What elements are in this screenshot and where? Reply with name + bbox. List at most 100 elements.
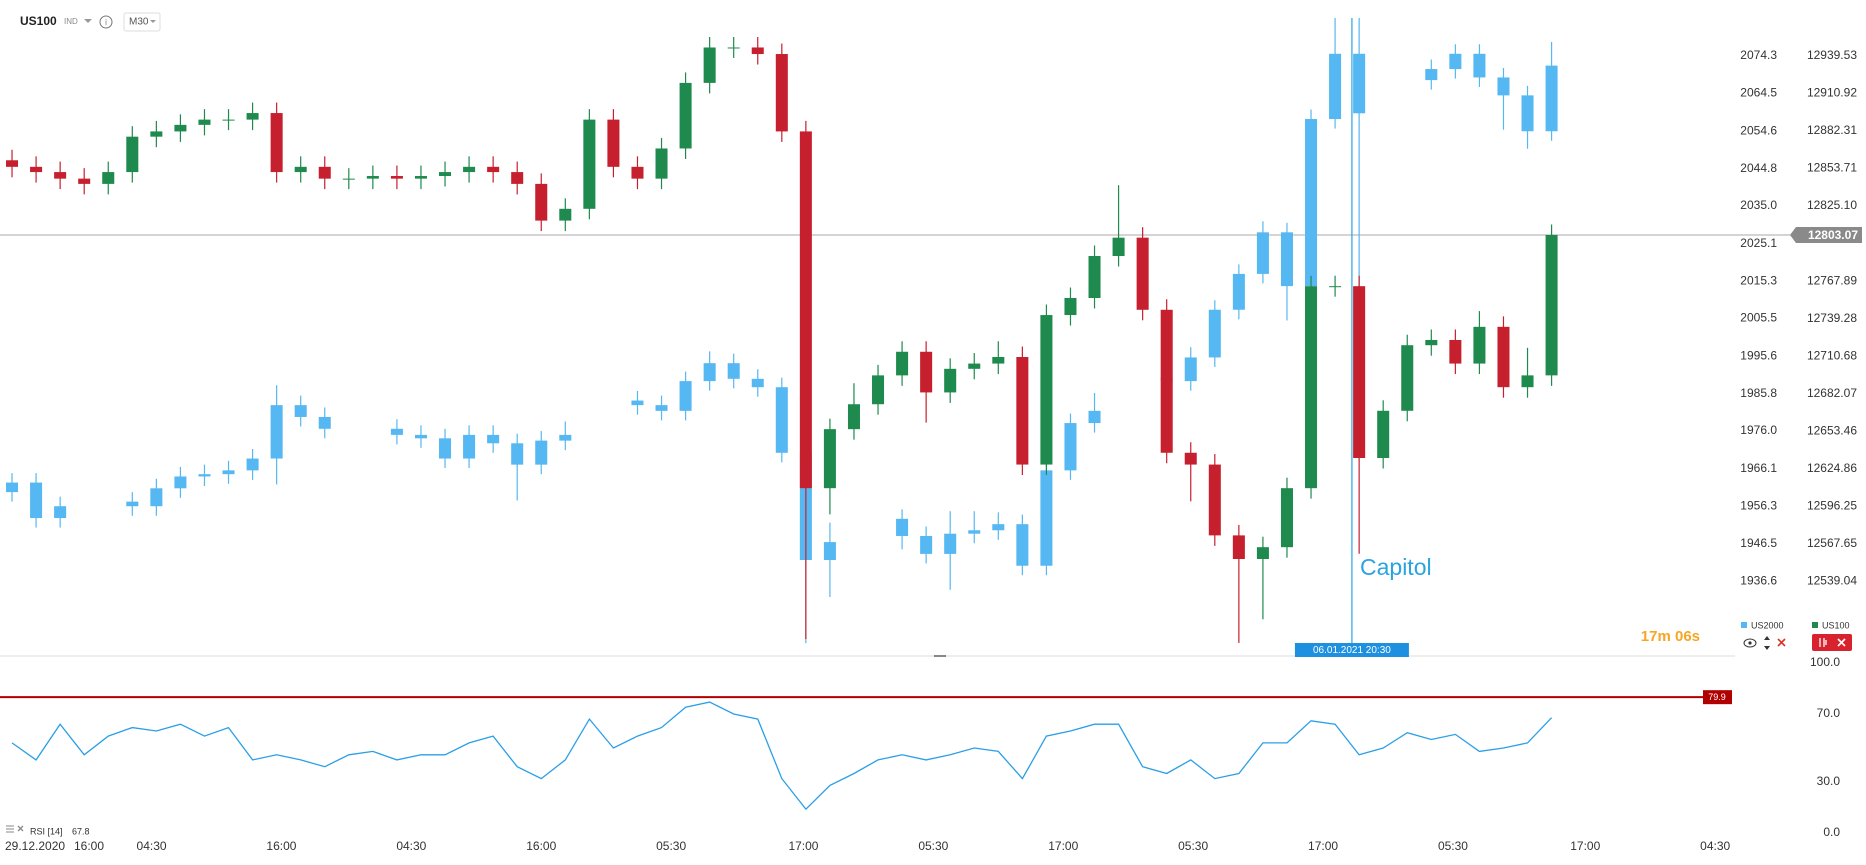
candle-body [150, 131, 163, 137]
candle-body [679, 381, 692, 411]
x-tick-label: 04:30 [137, 839, 167, 853]
legend-label[interactable]: US2000 [1751, 620, 1784, 630]
x-tick-label: 05:30 [1178, 839, 1208, 853]
rsi-level-label: 79.9 [1708, 692, 1726, 702]
candle-body [1545, 234, 1558, 376]
candle-body [30, 166, 43, 173]
candle-body [390, 176, 403, 179]
candle-body [1401, 345, 1414, 411]
y2-tick-label: 12939.53 [1807, 48, 1857, 62]
instrument-type: IND [64, 17, 78, 26]
y2-tick-label: 12682.07 [1807, 386, 1857, 400]
candle-body [6, 160, 19, 167]
x-tick-label: 05:30 [918, 839, 948, 853]
candle-body [1016, 524, 1029, 566]
candle-body [270, 405, 283, 459]
timeframe-box[interactable] [123, 12, 161, 32]
close-indicator[interactable] [17, 825, 24, 832]
candle-body [198, 119, 211, 125]
y-tick-label: 1976.0 [1740, 423, 1777, 437]
symbol[interactable]: US100 [20, 14, 57, 28]
candle-body [270, 113, 283, 173]
eye-icon[interactable] [1743, 638, 1757, 648]
candle-body [126, 136, 139, 173]
active-controls[interactable] [1812, 634, 1852, 651]
candle-body [535, 183, 548, 221]
candle-body [174, 124, 187, 132]
y2-tick-label: 12567.65 [1807, 536, 1857, 550]
candle-body [439, 438, 452, 459]
y-tick-label: 2044.8 [1740, 161, 1777, 175]
candle-body [366, 176, 379, 179]
candle-body [1088, 256, 1101, 298]
candle-body [1280, 488, 1293, 548]
candle-body [1040, 315, 1053, 465]
menu-icon[interactable] [6, 825, 14, 833]
y-tick-label: 2064.5 [1740, 86, 1777, 100]
y2-tick-label: 12739.28 [1807, 311, 1857, 325]
rsi-level-badge [1703, 690, 1732, 705]
candle-body [655, 405, 668, 411]
candle-body [1449, 339, 1462, 364]
candle-body [1497, 326, 1510, 388]
legend-swatch [1812, 622, 1818, 628]
y2-tick-label: 12596.25 [1807, 498, 1857, 512]
candle-body [992, 357, 1005, 364]
y-tick-label: 1985.8 [1740, 386, 1777, 400]
legend-label[interactable]: US100 [1822, 620, 1850, 630]
candle-body [583, 119, 596, 209]
rsi-line [11, 701, 1553, 811]
candle-body [535, 440, 548, 465]
rsi-tick-label: 0.0 [1823, 825, 1840, 839]
remove-icon[interactable] [1777, 638, 1786, 647]
candle-body [1160, 309, 1173, 453]
settings-icon [1819, 638, 1827, 647]
candle-body [487, 166, 500, 173]
series-controls [1743, 634, 1852, 651]
y-tick-label: 1956.3 [1740, 498, 1777, 512]
y2-tick-label: 12710.68 [1807, 348, 1857, 362]
candle-body [414, 176, 427, 179]
timeframe-caret [150, 20, 156, 23]
y2-tick-label: 12653.46 [1807, 423, 1857, 437]
candle-body [318, 416, 331, 429]
candle-body [896, 518, 909, 536]
candle-body [823, 429, 836, 489]
candle-body [944, 368, 957, 393]
candle-body [559, 208, 572, 221]
x-tick-label: 16:00 [74, 839, 104, 853]
order-icon[interactable] [1764, 636, 1770, 650]
candle-body [968, 363, 981, 369]
x-tick-label: 05:30 [1438, 839, 1468, 853]
y-tick-label: 2015.3 [1740, 273, 1777, 287]
crosshair-label-bg [1294, 643, 1409, 657]
candle-body [799, 131, 812, 489]
x-tick-label: 17:00 [788, 839, 818, 853]
candle-body [198, 474, 211, 477]
dropdown-caret[interactable] [84, 19, 92, 23]
candle-body [1329, 53, 1342, 120]
candle-body [1425, 339, 1438, 346]
candle-body [1449, 53, 1462, 70]
remove-icon [1837, 638, 1846, 647]
x-tick-label: 17:00 [1570, 839, 1600, 853]
candle-body [246, 458, 259, 471]
candle-body [1232, 535, 1245, 559]
candle-body [294, 405, 307, 417]
legend-swatch [1741, 622, 1747, 628]
candle-body [775, 387, 788, 453]
candle-body [1088, 410, 1101, 424]
y-tick-label: 2025.1 [1740, 236, 1777, 250]
y2-tick-label: 12910.92 [1807, 86, 1857, 100]
candle-body [54, 506, 67, 519]
candle-body [992, 524, 1005, 531]
y2-tick-label: 12853.71 [1807, 161, 1857, 175]
candle-body [559, 434, 572, 441]
candle-body [1305, 119, 1318, 287]
candle-body [1232, 273, 1245, 310]
candle-body [823, 542, 836, 561]
y2-tick-label: 12767.89 [1807, 273, 1857, 287]
candle-body [222, 470, 235, 475]
info-icon[interactable] [99, 15, 113, 29]
